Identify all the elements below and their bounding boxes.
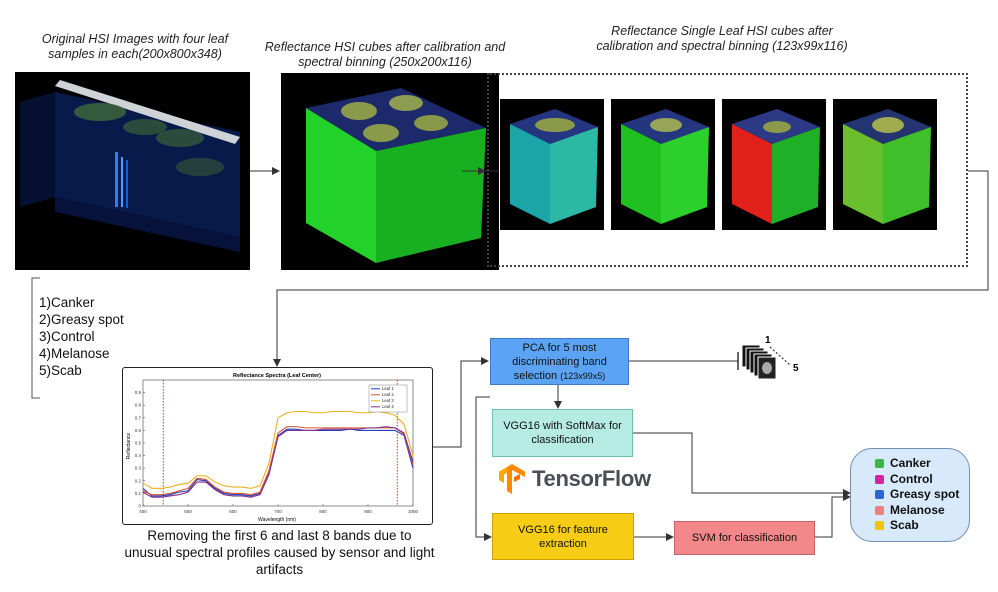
original-hsi-graphic xyxy=(20,80,240,252)
legend-swatch-control xyxy=(875,474,884,484)
class-list-item-melanose: 4)Melanose xyxy=(39,346,110,361)
y-tick-label: 0.4 xyxy=(135,453,142,458)
legend-item-control: Control xyxy=(875,472,969,488)
single-leaf-cubes-container xyxy=(487,73,968,267)
vgg16-softmax-box: VGG16 with SoftMax for classification xyxy=(492,409,633,457)
calibrated-hsi-cube xyxy=(281,73,499,270)
legend-item-greasy-spot: Greasy spot xyxy=(875,487,969,503)
leaf-cube-2 xyxy=(611,99,715,230)
caption-single-leaf-cubes: Reflectance Single Leaf HSI cubes after … xyxy=(596,24,848,53)
caption-calibrated-cubes: Reflectance HSI cubes after calibration … xyxy=(264,40,506,69)
chart-legend-label: Leaf 4 xyxy=(382,404,394,409)
vgg16-feature-extraction-box: VGG16 for feature extraction xyxy=(492,513,634,560)
x-tick-label: 900 xyxy=(364,509,372,514)
chart-xlabel: Wavelength (nm) xyxy=(258,517,296,523)
y-tick-label: 0.6 xyxy=(135,428,142,433)
pca-box-label: PCA for 5 most discriminating band selec… xyxy=(512,341,607,382)
x-tick-label: 400 xyxy=(139,509,147,514)
output-classes-legend: Canker Control Greasy spot Melanose Scab xyxy=(850,448,970,542)
chart-legend-label: Leaf 1 xyxy=(382,386,394,391)
leaf-cube-1 xyxy=(500,99,604,230)
leaf-cube-4 xyxy=(833,99,937,230)
selected-band-stack: 1 5 xyxy=(740,333,810,393)
legend-swatch-greasy-spot xyxy=(875,490,884,500)
chart-legend-box xyxy=(368,384,408,413)
y-tick-label: 0.1 xyxy=(135,491,142,496)
class-list-item-greasy-spot: 2)Greasy spot xyxy=(39,312,124,327)
legend-swatch-canker xyxy=(875,459,884,469)
legend-swatch-scab xyxy=(875,521,884,531)
caption-band-removal: Removing the first 6 and last 8 bands du… xyxy=(124,528,435,577)
class-list-item-control: 3)Control xyxy=(39,329,95,344)
y-tick-label: 0.2 xyxy=(135,478,142,483)
y-tick-label: 0 xyxy=(138,504,141,509)
tensorflow-icon xyxy=(499,464,525,494)
pca-band-selection-box: PCA for 5 most discriminating band selec… xyxy=(490,338,629,385)
x-tick-label: 600 xyxy=(229,509,237,514)
chart-title: Reflectance Spectra (Leaf Center) xyxy=(233,373,321,379)
y-tick-label: 0.7 xyxy=(135,415,142,420)
stack-label-first: 1 xyxy=(765,335,771,346)
tensorflow-wordmark: TensorFlow xyxy=(532,466,651,491)
series-line-1 xyxy=(142,428,414,497)
x-tick-label: 700 xyxy=(274,509,282,514)
chart-legend-label: Leaf 3 xyxy=(382,398,394,403)
leaf-cube-3 xyxy=(722,99,826,230)
x-tick-label: 800 xyxy=(319,509,327,514)
reflectance-chart: Reflectance Spectra (Leaf Center) Reflec… xyxy=(126,373,419,523)
legend-item-scab: Scab xyxy=(875,518,969,534)
class-list: 1)Canker 2)Greasy spot 3)Control 4)Melan… xyxy=(39,294,124,379)
chart-legend-label: Leaf 2 xyxy=(382,392,394,397)
reflectance-chart-frame: Reflectance Spectra (Leaf Center) Reflec… xyxy=(122,367,433,525)
series-line-3 xyxy=(142,410,414,489)
legend-swatch-melanose xyxy=(875,505,884,515)
x-tick-label: 500 xyxy=(184,509,192,514)
series-line-4 xyxy=(142,426,414,498)
class-list-item-canker: 1)Canker xyxy=(39,295,95,310)
y-tick-label: 0.5 xyxy=(135,441,142,446)
chart-ylabel: Reflectance xyxy=(126,433,132,460)
caption-original-hsi: Original HSI Images with four leaf sampl… xyxy=(41,32,229,61)
calibrated-cube-graphic xyxy=(306,88,486,263)
tensorflow-logo: TensorFlow xyxy=(499,464,651,494)
stack-label-last: 5 xyxy=(793,363,799,374)
legend-item-canker: Canker xyxy=(875,456,969,472)
class-list-item-scab: 5)Scab xyxy=(39,363,82,378)
original-hsi-image xyxy=(15,72,250,270)
y-tick-label: 0.3 xyxy=(135,466,142,471)
y-tick-label: 0.8 xyxy=(135,403,142,408)
x-tick-label: 1000 xyxy=(408,509,419,514)
legend-item-melanose: Melanose xyxy=(875,503,969,519)
svm-classification-box: SVM for classification xyxy=(674,521,815,555)
y-tick-label: 0.9 xyxy=(135,390,142,395)
